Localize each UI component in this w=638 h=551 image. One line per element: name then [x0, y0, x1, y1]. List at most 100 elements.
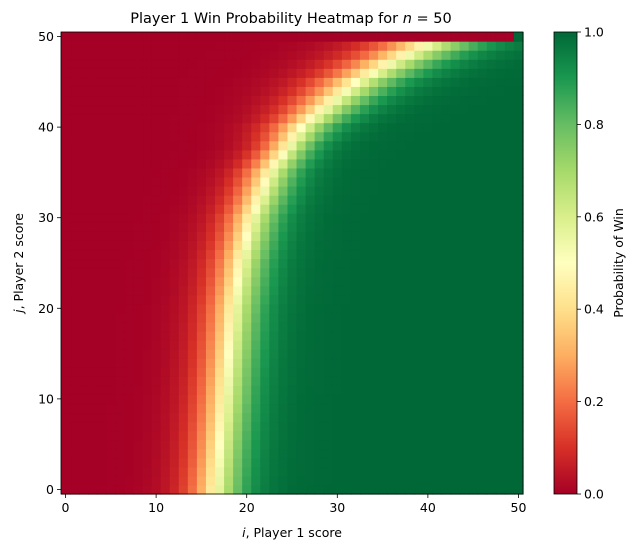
heatmap-cell — [133, 240, 144, 251]
heatmap-cell — [359, 448, 370, 459]
heatmap-cell — [88, 231, 98, 241]
heatmap-cell — [495, 231, 506, 241]
heatmap-cell — [323, 385, 334, 395]
heatmap-cell — [314, 448, 325, 459]
heatmap-cell — [151, 122, 162, 133]
heatmap-cell — [369, 195, 379, 205]
heatmap-cell — [396, 258, 406, 269]
heatmap-cell — [205, 376, 216, 386]
heatmap-cell — [251, 222, 261, 232]
heatmap-cell — [513, 321, 524, 332]
heatmap-cell — [468, 59, 479, 69]
heatmap-cell — [287, 59, 298, 69]
heatmap-cell — [233, 475, 243, 486]
heatmap-cell — [205, 204, 216, 214]
heatmap-cell — [495, 95, 506, 106]
heatmap-cell — [387, 430, 397, 441]
heatmap-cell — [323, 131, 334, 142]
heatmap-cell — [468, 349, 479, 359]
heatmap-cell — [278, 321, 289, 332]
heatmap-cell — [160, 213, 171, 223]
heatmap-cell — [504, 430, 515, 441]
heatmap-cell — [504, 484, 515, 495]
heatmap-cell — [369, 457, 379, 468]
heatmap-cell — [332, 330, 343, 341]
heatmap-cell — [70, 340, 80, 350]
heatmap-cell — [314, 303, 325, 314]
heatmap-cell — [269, 50, 280, 60]
heatmap-cell — [160, 68, 171, 78]
heatmap-cell — [305, 430, 316, 441]
heatmap-cell — [387, 86, 397, 97]
heatmap-cell — [251, 439, 261, 450]
heatmap-cell — [106, 258, 116, 269]
heatmap-cell — [169, 457, 180, 468]
heatmap-cell — [106, 448, 116, 459]
heatmap-cell — [106, 394, 116, 405]
heatmap-cell — [332, 95, 343, 106]
heatmap-cell — [287, 385, 298, 395]
heatmap-cell — [224, 176, 234, 187]
heatmap-cell — [450, 312, 461, 323]
heatmap-cell — [88, 267, 98, 278]
heatmap-cell — [224, 303, 234, 314]
heatmap-cell — [97, 95, 107, 106]
heatmap-cell — [160, 303, 171, 314]
heatmap-cell — [423, 240, 434, 251]
heatmap-cell — [61, 104, 71, 115]
heatmap-cell — [215, 421, 225, 432]
heatmap-cell — [196, 158, 207, 169]
heatmap-cell — [432, 421, 443, 432]
heatmap-cell — [513, 104, 524, 115]
heatmap-cell — [396, 484, 406, 495]
heatmap-cell — [513, 430, 524, 441]
heatmap-cell — [142, 448, 153, 459]
heatmap-cell — [269, 330, 280, 341]
heatmap-cell — [504, 32, 515, 42]
heatmap-cell — [251, 122, 261, 133]
heatmap-cell — [450, 104, 461, 115]
heatmap-cell — [396, 68, 406, 78]
heatmap-cell — [70, 258, 80, 269]
heatmap-cell — [169, 95, 180, 106]
heatmap-cell — [160, 385, 171, 395]
heatmap-cell — [196, 86, 207, 97]
heatmap-cell — [269, 430, 280, 441]
heatmap-cell — [215, 32, 225, 42]
heatmap-cell — [115, 77, 126, 87]
heatmap-cell — [396, 231, 406, 241]
heatmap-cell — [151, 176, 162, 187]
heatmap-cell — [423, 104, 434, 115]
heatmap-cell — [414, 349, 424, 359]
heatmap-cell — [332, 421, 343, 432]
heatmap-cell — [359, 421, 370, 432]
heatmap-cell — [142, 321, 153, 332]
heatmap-cell — [350, 303, 361, 314]
heatmap-cell — [332, 50, 343, 60]
heatmap-cell — [79, 158, 89, 169]
heatmap-cell — [97, 122, 107, 133]
heatmap-cell — [260, 330, 270, 341]
heatmap-cell — [513, 466, 524, 477]
heatmap-cell — [79, 195, 89, 205]
heatmap-cell — [459, 258, 470, 269]
heatmap-cell — [169, 475, 180, 486]
heatmap-cell — [477, 448, 488, 459]
x-tick-label: 20 — [239, 500, 255, 515]
heatmap-cell — [269, 321, 280, 332]
heatmap-cell — [205, 32, 216, 42]
heatmap-cell — [441, 158, 452, 169]
heatmap-cell — [233, 113, 243, 124]
heatmap-cell — [513, 312, 524, 323]
heatmap-cell — [70, 466, 80, 477]
heatmap-cell — [414, 167, 424, 178]
heatmap-cell — [414, 240, 424, 251]
heatmap-cell — [187, 475, 198, 486]
heatmap-cell — [341, 131, 352, 142]
heatmap-cell — [205, 68, 216, 78]
heatmap-cell — [287, 421, 298, 432]
heatmap-cell — [61, 403, 71, 414]
heatmap-cell — [187, 267, 198, 278]
colorbar-tick-label: 0.6 — [584, 209, 604, 224]
heatmap-cell — [215, 41, 225, 51]
